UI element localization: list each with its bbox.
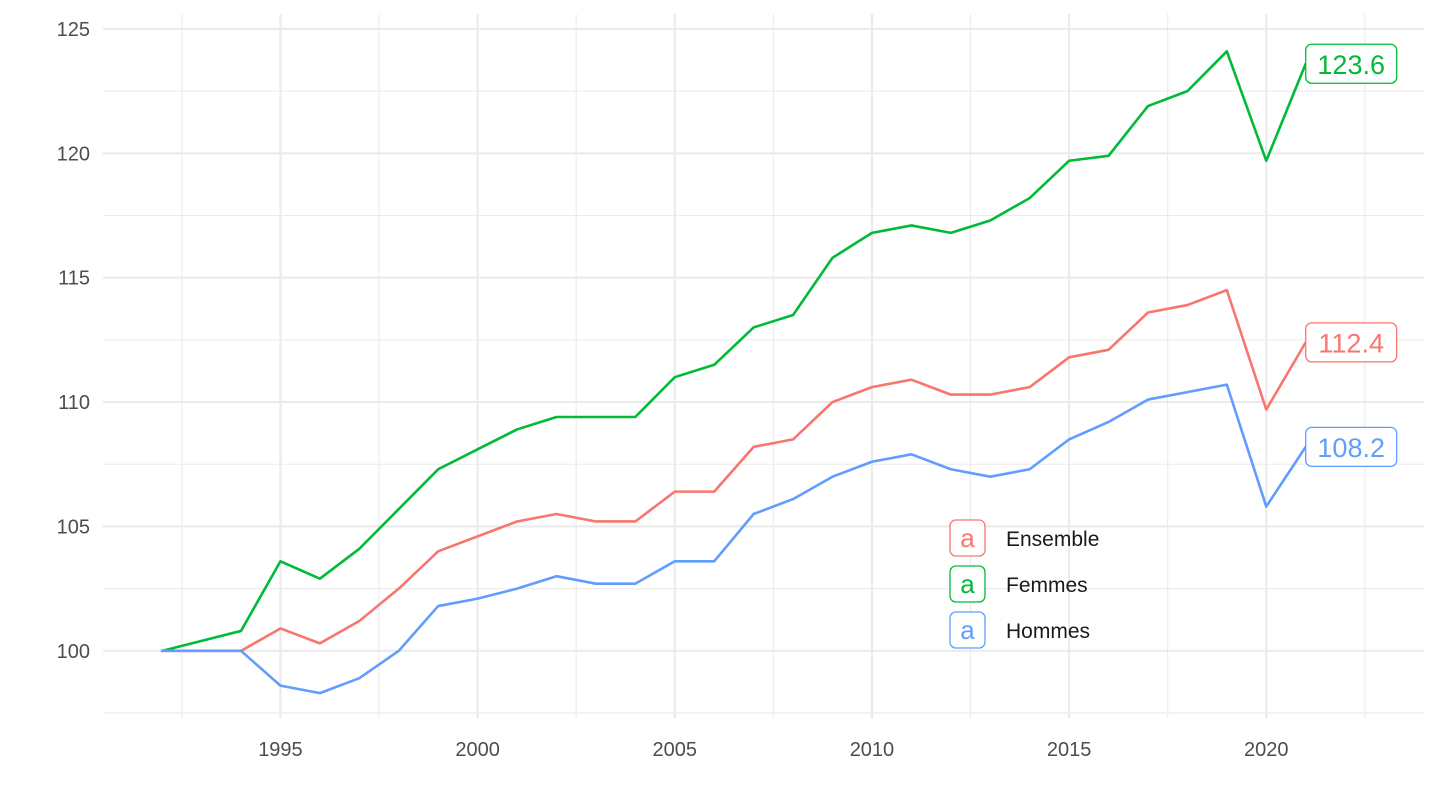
end-label-ensemble: 112.4: [1318, 328, 1384, 358]
y-tick-label: 105: [57, 516, 90, 538]
legend-label: Femmes: [1006, 574, 1088, 597]
x-tick-label: 2015: [1047, 739, 1092, 761]
series-line-femmes: [160, 50, 1307, 653]
end-label-box-femmes: [1305, 43, 1398, 84]
legend-key-glyph: a: [960, 615, 975, 645]
legend-item-hommes: a Hommes: [949, 611, 1090, 649]
series-line-hommes: [160, 383, 1307, 695]
legend-item-ensemble: a Ensemble: [949, 519, 1099, 557]
series-line-ensemble: [160, 288, 1307, 653]
end-label-femmes: 123.6: [1317, 50, 1385, 80]
x-tick-label: 1995: [258, 739, 303, 761]
legend-key-box: [949, 611, 986, 649]
y-tick-label: 100: [57, 641, 90, 663]
y-tick-label: 120: [57, 143, 90, 165]
minor-gridlines: [103, 14, 1424, 718]
x-tick-label: 2005: [653, 739, 698, 761]
series-lines: [160, 50, 1307, 695]
legend-item-femmes: a Femmes: [949, 565, 1088, 603]
y-axis: 100 105 110 115 120 125: [57, 19, 90, 663]
x-axis: 1995 2000 2005 2010 2015 2020: [258, 739, 1288, 761]
legend-key-glyph: a: [960, 523, 975, 553]
legend-key-box: [949, 565, 986, 603]
end-label-box-hommes: [1305, 426, 1398, 467]
legend: a Ensemble a Femmes a Hommes: [949, 519, 1099, 649]
legend-label: Ensemble: [1006, 528, 1099, 551]
major-gridlines: [103, 14, 1424, 718]
end-label-hommes: 108.2: [1317, 433, 1385, 463]
legend-key-glyph: a: [960, 569, 975, 599]
y-tick-label: 110: [58, 392, 90, 414]
y-tick-label: 125: [57, 19, 90, 41]
x-tick-label: 2020: [1244, 739, 1289, 761]
x-tick-label: 2000: [455, 739, 500, 761]
legend-key-box: [949, 519, 986, 557]
x-tick-label: 2010: [850, 739, 895, 761]
y-tick-label: 115: [58, 268, 90, 290]
end-label-box-ensemble: [1305, 322, 1398, 363]
legend-label: Hommes: [1006, 620, 1090, 643]
end-value-labels: 112.4 123.6 108.2: [1305, 43, 1398, 467]
